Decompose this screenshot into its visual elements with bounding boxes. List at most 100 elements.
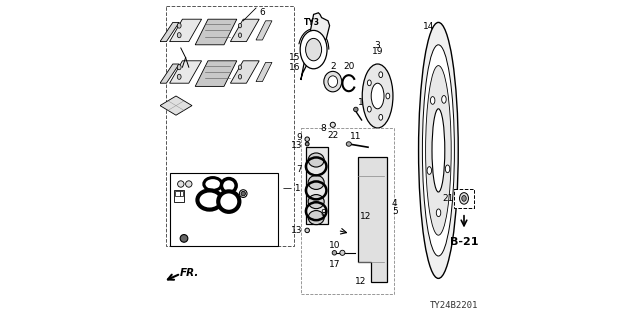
Bar (301, 128, 394, 294)
Text: 14: 14 (423, 22, 435, 31)
Ellipse shape (460, 193, 468, 204)
Ellipse shape (445, 165, 450, 173)
Ellipse shape (186, 181, 192, 187)
Text: TY3: TY3 (304, 18, 320, 27)
Ellipse shape (306, 38, 322, 61)
Text: 5: 5 (392, 207, 397, 216)
Polygon shape (170, 61, 202, 83)
Text: 11: 11 (351, 132, 362, 141)
Ellipse shape (221, 179, 236, 193)
Text: 13: 13 (291, 226, 302, 235)
Ellipse shape (354, 107, 358, 112)
Text: 3: 3 (375, 41, 380, 50)
Ellipse shape (419, 22, 458, 278)
Ellipse shape (371, 83, 384, 109)
Polygon shape (195, 19, 237, 45)
Polygon shape (256, 62, 272, 82)
Ellipse shape (328, 76, 338, 87)
Text: 21: 21 (442, 194, 454, 203)
Ellipse shape (362, 64, 393, 128)
Ellipse shape (177, 33, 181, 38)
Ellipse shape (197, 190, 222, 210)
Ellipse shape (204, 178, 222, 190)
Text: 9: 9 (297, 133, 302, 142)
Ellipse shape (432, 109, 445, 192)
Text: 18: 18 (358, 98, 370, 107)
Text: 6: 6 (259, 8, 265, 17)
Ellipse shape (431, 97, 435, 104)
Ellipse shape (300, 30, 327, 69)
Text: 13: 13 (291, 141, 302, 150)
Ellipse shape (367, 80, 371, 86)
Bar (180, 191, 183, 196)
Text: 10: 10 (329, 241, 340, 250)
Ellipse shape (379, 72, 383, 77)
Text: 8: 8 (321, 124, 326, 133)
Polygon shape (358, 157, 387, 282)
Ellipse shape (239, 33, 242, 37)
Ellipse shape (308, 211, 324, 225)
Bar (454, 189, 474, 208)
Ellipse shape (241, 191, 246, 196)
Ellipse shape (305, 142, 309, 146)
Ellipse shape (177, 65, 181, 70)
Ellipse shape (330, 122, 335, 127)
Text: 12: 12 (360, 212, 371, 220)
Ellipse shape (379, 115, 383, 120)
Text: FR.: FR. (180, 268, 199, 278)
Ellipse shape (427, 167, 431, 174)
Ellipse shape (305, 228, 310, 233)
Ellipse shape (305, 137, 310, 141)
Ellipse shape (332, 251, 337, 255)
Polygon shape (160, 96, 192, 115)
Polygon shape (160, 64, 179, 83)
Ellipse shape (177, 23, 181, 28)
Text: TY24B2201: TY24B2201 (430, 301, 479, 310)
Text: 12: 12 (355, 277, 367, 286)
Bar (174, 190, 184, 202)
Ellipse shape (367, 106, 371, 112)
Ellipse shape (386, 93, 390, 99)
Ellipse shape (239, 65, 242, 69)
Text: 2: 2 (330, 62, 335, 71)
Text: B-21: B-21 (450, 237, 478, 247)
Ellipse shape (239, 75, 242, 79)
Text: 16: 16 (289, 63, 301, 72)
Text: 8: 8 (321, 209, 326, 218)
Ellipse shape (308, 153, 324, 167)
Ellipse shape (239, 23, 242, 28)
Polygon shape (301, 13, 330, 80)
Ellipse shape (239, 190, 247, 197)
Ellipse shape (346, 142, 351, 146)
Ellipse shape (324, 71, 342, 92)
Bar (170, 173, 278, 246)
Polygon shape (170, 19, 202, 42)
Polygon shape (230, 19, 259, 42)
Ellipse shape (308, 175, 324, 189)
Text: 4: 4 (392, 199, 397, 208)
Polygon shape (230, 61, 259, 83)
Ellipse shape (462, 196, 466, 201)
Text: 15: 15 (289, 53, 301, 62)
Text: 17: 17 (329, 260, 340, 269)
Ellipse shape (426, 66, 451, 235)
Text: 7: 7 (297, 165, 302, 174)
Bar (175, 191, 179, 196)
Polygon shape (195, 61, 237, 86)
Text: 22: 22 (327, 131, 339, 140)
Polygon shape (256, 21, 272, 40)
Ellipse shape (442, 96, 446, 103)
Ellipse shape (177, 74, 181, 79)
Polygon shape (306, 147, 328, 224)
Ellipse shape (436, 209, 441, 217)
Ellipse shape (178, 181, 184, 187)
Ellipse shape (340, 250, 345, 255)
Ellipse shape (308, 195, 324, 209)
Text: 20: 20 (343, 62, 355, 71)
Text: — 1: — 1 (283, 184, 301, 193)
Ellipse shape (218, 191, 239, 212)
Ellipse shape (180, 235, 188, 242)
Bar (166, 6, 294, 246)
Text: 19: 19 (372, 47, 383, 56)
Ellipse shape (422, 45, 454, 256)
